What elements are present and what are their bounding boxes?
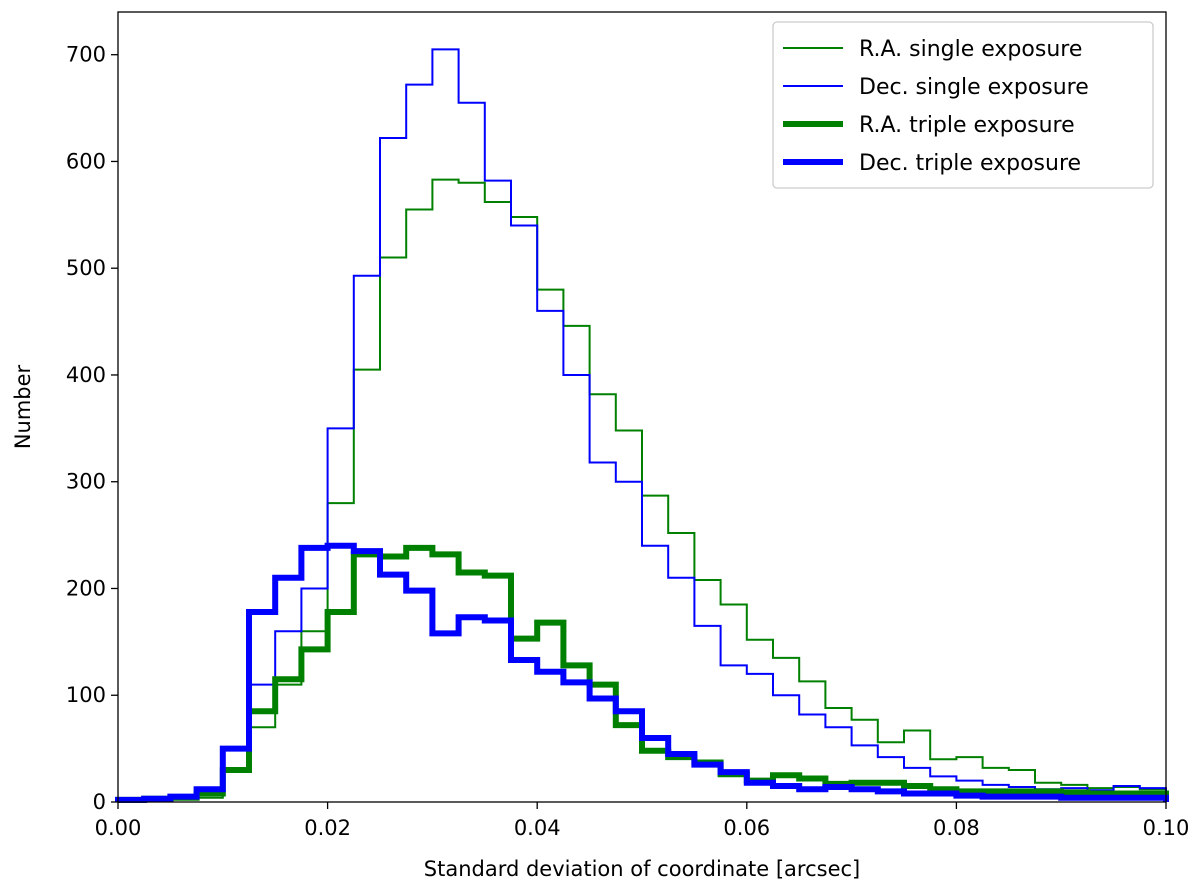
x-axis: 0.00 0.02 0.04 0.06 0.08 0.10 <box>95 802 1190 840</box>
legend-label: R.A. triple exposure <box>859 113 1075 138</box>
y-tick-label: 700 <box>66 43 106 67</box>
y-tick-label: 400 <box>66 363 106 387</box>
x-tick-label: 0.06 <box>723 816 770 840</box>
y-tick-label: 200 <box>66 576 106 600</box>
y-tick-label: 300 <box>66 470 106 494</box>
legend: R.A. single exposure Dec. single exposure… <box>772 21 1154 189</box>
x-tick-label: 0.10 <box>1143 816 1190 840</box>
series-dec-triple-exposure <box>115 542 1169 803</box>
x-axis-label: Standard deviation of coordinate [arcsec… <box>424 857 860 881</box>
series-dec-single-exposure <box>117 48 1167 802</box>
legend-label: Dec. triple exposure <box>859 151 1081 176</box>
x-tick-label: 0.04 <box>514 816 561 840</box>
legend-frame <box>772 21 1154 189</box>
plot-frame <box>117 11 1167 803</box>
series-layer <box>115 48 1169 803</box>
x-tick-label: 0.08 <box>933 816 980 840</box>
series-r-a-triple-exposure <box>115 544 1169 803</box>
y-tick-label: 600 <box>66 149 106 173</box>
y-tick-label: 0 <box>93 790 106 814</box>
legend-label: R.A. single exposure <box>859 37 1082 62</box>
y-tick-label: 100 <box>66 683 106 707</box>
y-tick-label: 500 <box>66 256 106 280</box>
y-axis-label: Number <box>11 364 35 449</box>
x-tick-label: 0.02 <box>304 816 351 840</box>
y-axis: 0 100 200 300 400 500 600 700 <box>66 43 118 814</box>
series-r-a-single-exposure <box>117 178 1167 802</box>
legend-label: Dec. single exposure <box>859 75 1089 100</box>
x-tick-label: 0.00 <box>95 816 142 840</box>
